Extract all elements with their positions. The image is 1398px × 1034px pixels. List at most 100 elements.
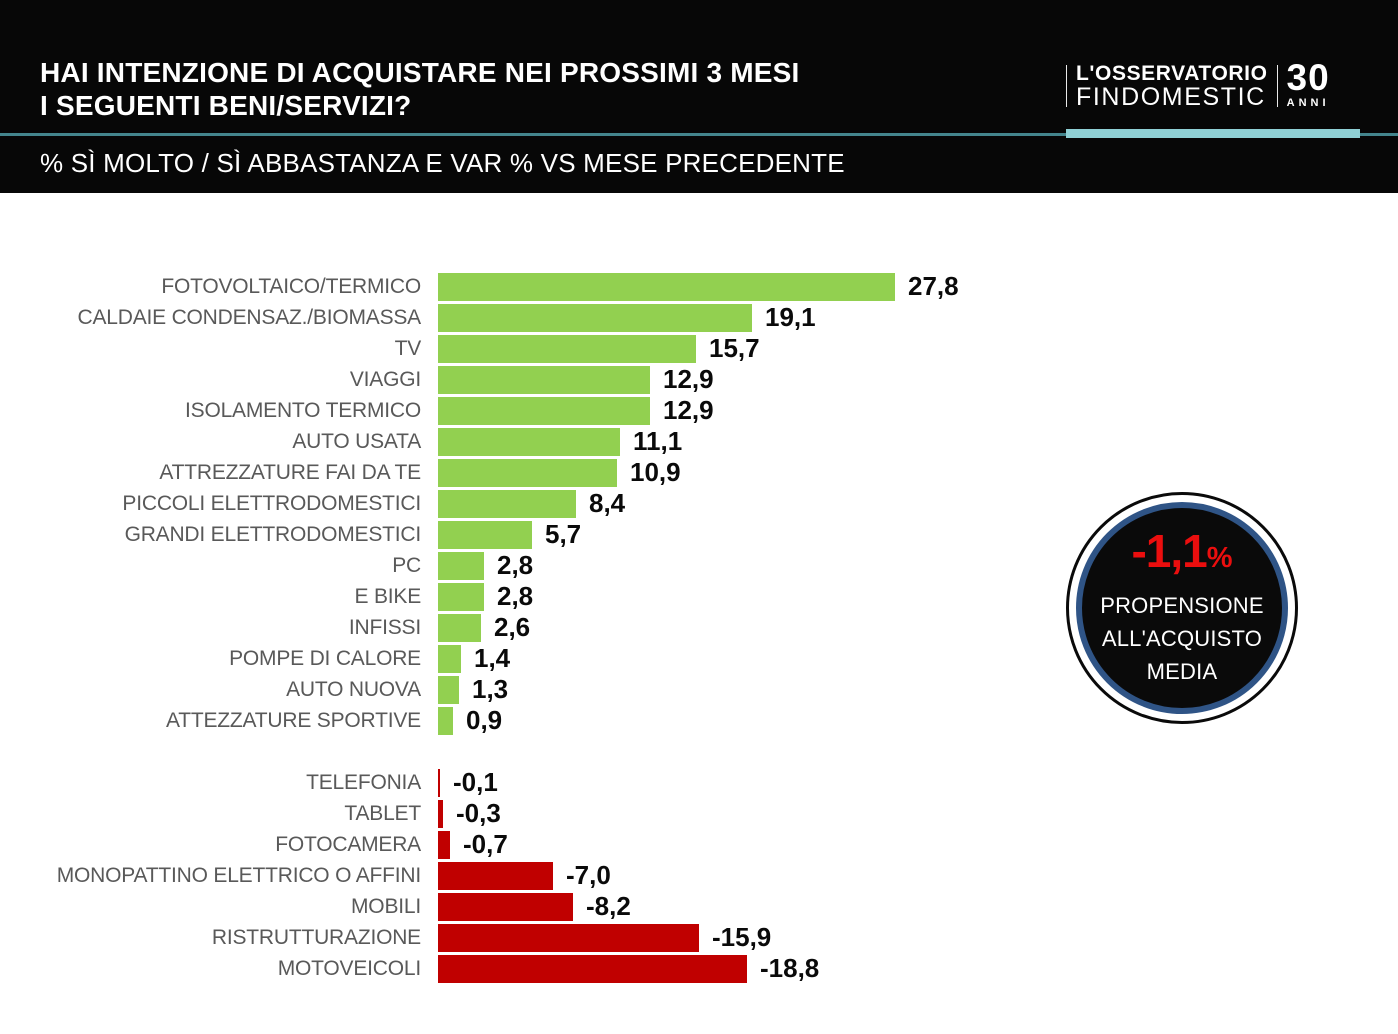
title-line-1: HAI INTENZIONE DI ACQUISTARE NEI PROSSIM… bbox=[40, 57, 800, 88]
value-label: 5,7 bbox=[545, 519, 582, 549]
propensity-value: -1,1% bbox=[1131, 528, 1232, 581]
value-label: 27,8 bbox=[908, 271, 959, 301]
value-label: 0,9 bbox=[466, 705, 503, 735]
chart-row: POMPE DI CALORE 1,4 bbox=[30, 643, 959, 674]
value-label: -15,9 bbox=[712, 922, 772, 952]
value-label: -0,7 bbox=[463, 829, 508, 859]
category-label: VIAGGI bbox=[349, 367, 421, 391]
negative-bar bbox=[438, 923, 699, 952]
negative-bar bbox=[438, 830, 450, 859]
chart-row: PICCOLI ELETTRODOMESTICI 8,4 bbox=[30, 488, 959, 519]
chart-row: GRANDI ELETTRODOMESTICI 5,7 bbox=[30, 519, 959, 550]
caption-line-3: MEDIA bbox=[1146, 659, 1218, 684]
positive-bar bbox=[438, 458, 617, 487]
negative-bar bbox=[438, 799, 443, 828]
value-label: -0,1 bbox=[453, 767, 498, 797]
propensity-caption: PROPENSIONE ALL'ACQUISTO MEDIA bbox=[1100, 589, 1264, 688]
value-label: 11,1 bbox=[633, 426, 683, 456]
propensity-number: -1,1 bbox=[1131, 525, 1207, 577]
value-label: 10,9 bbox=[630, 457, 681, 487]
category-label: PICCOLI ELETTRODOMESTICI bbox=[122, 491, 421, 515]
category-label: MONOPATTINO ELETTRICO O AFFINI bbox=[56, 863, 421, 887]
value-label: -0,3 bbox=[456, 798, 501, 828]
category-label: RISTRUTTURAZIONE bbox=[211, 925, 421, 949]
findomestic-logo: L'OSSERVATORIO FINDOMESTIC 30 ANNI bbox=[1066, 57, 1330, 110]
logo-divider-right bbox=[1276, 65, 1278, 107]
propensity-badge-circle: -1,1% PROPENSIONE ALL'ACQUISTO MEDIA bbox=[1076, 502, 1288, 714]
negative-bar bbox=[438, 861, 553, 890]
chart-row: ISOLAMENTO TERMICO 12,9 bbox=[30, 395, 959, 426]
value-label: -7,0 bbox=[566, 860, 611, 890]
chart-row: PC 2,8 bbox=[30, 550, 959, 581]
value-label: 1,4 bbox=[474, 643, 511, 673]
chart-row: VIAGGI 12,9 bbox=[30, 364, 959, 395]
chart-row: MOTOVEICOLI -18,8 bbox=[30, 953, 959, 984]
category-label: MOBILI bbox=[351, 894, 421, 918]
caption-line-1: PROPENSIONE bbox=[1100, 593, 1264, 618]
positive-bar bbox=[438, 675, 459, 704]
chart-row: E BIKE 2,8 bbox=[30, 581, 959, 612]
chart-row: ATTEZZATURE SPORTIVE 0,9 bbox=[30, 705, 959, 736]
positive-bar bbox=[438, 272, 895, 301]
positive-bar bbox=[438, 582, 484, 611]
category-label: CALDAIE CONDENSAZ./BIOMASSA bbox=[77, 305, 421, 329]
teal-divider-line bbox=[0, 133, 1398, 136]
logo-anni-text: ANNI bbox=[1286, 97, 1330, 109]
category-label: INFISSI bbox=[348, 615, 421, 639]
value-label: 8,4 bbox=[589, 488, 626, 518]
category-label: AUTO NUOVA bbox=[286, 677, 421, 701]
chart-row: TABLET -0,3 bbox=[30, 798, 959, 829]
category-label: TV bbox=[394, 336, 422, 360]
value-label: 19,1 bbox=[765, 302, 816, 332]
logo-wordmark: L'OSSERVATORIO FINDOMESTIC bbox=[1067, 62, 1277, 110]
category-label: E BIKE bbox=[354, 584, 422, 608]
positive-bar bbox=[438, 551, 484, 580]
logo-30-text: 30 bbox=[1286, 57, 1330, 98]
category-label: ATTEZZATURE SPORTIVE bbox=[165, 708, 421, 732]
chart-row: FOTOVOLTAICO/TERMICO 27,8 bbox=[30, 271, 959, 302]
chart-row: FOTOCAMERA -0,7 bbox=[30, 829, 959, 860]
positive-bar bbox=[438, 396, 650, 425]
logo-findomestic-text: FINDOMESTIC bbox=[1076, 83, 1266, 111]
chart-row: MONOPATTINO ELETTRICO O AFFINI -7,0 bbox=[30, 860, 959, 891]
category-label: ISOLAMENTO TERMICO bbox=[185, 398, 421, 422]
positive-bar bbox=[438, 706, 453, 735]
propensity-badge: -1,1% PROPENSIONE ALL'ACQUISTO MEDIA bbox=[1066, 492, 1298, 724]
value-label: 15,7 bbox=[709, 333, 760, 363]
negative-bar bbox=[438, 954, 747, 983]
positive-bar bbox=[438, 613, 481, 642]
chart-row: AUTO USATA 11,1 bbox=[30, 426, 959, 457]
page-title: HAI INTENZIONE DI ACQUISTARE NEI PROSSIM… bbox=[40, 56, 799, 122]
group-spacer bbox=[30, 736, 959, 767]
positive-bar bbox=[438, 520, 532, 549]
logo-osservatorio-text: L'OSSERVATORIO bbox=[1076, 62, 1268, 85]
chart-row: ATTREZZATURE FAI DA TE 10,9 bbox=[30, 457, 959, 488]
category-label: AUTO USATA bbox=[292, 429, 421, 453]
header: HAI INTENZIONE DI ACQUISTARE NEI PROSSIM… bbox=[0, 0, 1398, 193]
value-label: 2,8 bbox=[497, 581, 534, 611]
value-label: -8,2 bbox=[586, 891, 631, 921]
value-label: 12,9 bbox=[663, 364, 714, 394]
negative-bar bbox=[438, 892, 573, 921]
positive-bar bbox=[438, 644, 461, 673]
value-label: -18,8 bbox=[760, 953, 820, 983]
title-line-2: I SEGUENTI BENI/SERVIZI? bbox=[40, 90, 412, 121]
percent-sign: % bbox=[1206, 542, 1233, 574]
chart-row: MOBILI -8,2 bbox=[30, 891, 959, 922]
positive-bar bbox=[438, 303, 752, 332]
category-label: TELEFONIA bbox=[306, 770, 421, 794]
caption-line-2: ALL'ACQUISTO bbox=[1101, 626, 1263, 651]
positive-bar bbox=[438, 365, 650, 394]
value-label: 2,6 bbox=[494, 612, 531, 642]
value-label: 1,3 bbox=[472, 674, 509, 704]
category-label: TABLET bbox=[344, 801, 421, 825]
chart-row: CALDAIE CONDENSAZ./BIOMASSA 19,1 bbox=[30, 302, 959, 333]
category-label: FOTOCAMERA bbox=[275, 832, 421, 856]
chart-row: TV 15,7 bbox=[30, 333, 959, 364]
chart-row: INFISSI 2,6 bbox=[30, 612, 959, 643]
category-label: POMPE DI CALORE bbox=[229, 646, 421, 670]
positive-bar bbox=[438, 489, 576, 518]
category-label: PC bbox=[392, 553, 421, 577]
category-label: FOTOVOLTAICO/TERMICO bbox=[161, 274, 421, 298]
